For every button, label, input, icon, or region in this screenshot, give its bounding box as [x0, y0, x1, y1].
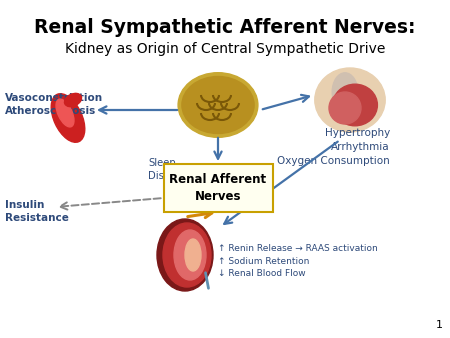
Ellipse shape — [195, 105, 241, 124]
Ellipse shape — [157, 219, 213, 291]
Ellipse shape — [163, 223, 211, 287]
Ellipse shape — [174, 230, 206, 280]
Text: Insulin
Resistance: Insulin Resistance — [5, 200, 69, 223]
Ellipse shape — [178, 73, 258, 137]
Ellipse shape — [315, 68, 385, 132]
Text: Kidney as Origin of Central Sympathetic Drive: Kidney as Origin of Central Sympathetic … — [65, 42, 385, 56]
Ellipse shape — [56, 99, 74, 127]
Text: Vasoconstriction
Atherosclerosis: Vasoconstriction Atherosclerosis — [5, 93, 103, 116]
Text: 1: 1 — [436, 320, 443, 330]
Ellipse shape — [64, 93, 81, 106]
Ellipse shape — [185, 239, 201, 271]
Ellipse shape — [333, 84, 378, 126]
Ellipse shape — [329, 92, 361, 124]
FancyArrowPatch shape — [206, 273, 208, 288]
Text: ↑ Renin Release → RAAS activation
↑ Sodium Retention
↓ Renal Blood Flow: ↑ Renin Release → RAAS activation ↑ Sodi… — [218, 244, 378, 278]
Ellipse shape — [51, 94, 85, 142]
Text: Sleep
Disturbances: Sleep Disturbances — [148, 158, 214, 181]
FancyBboxPatch shape — [163, 164, 273, 212]
Ellipse shape — [332, 73, 358, 111]
Text: Renal Afferent
Nerves: Renal Afferent Nerves — [170, 173, 266, 203]
Ellipse shape — [182, 76, 254, 134]
Text: Hypertrophy
Arrhythmia
Oxygen Consumption: Hypertrophy Arrhythmia Oxygen Consumptio… — [277, 128, 390, 166]
Text: Renal Sympathetic Afferent Nerves:: Renal Sympathetic Afferent Nerves: — [34, 18, 416, 37]
